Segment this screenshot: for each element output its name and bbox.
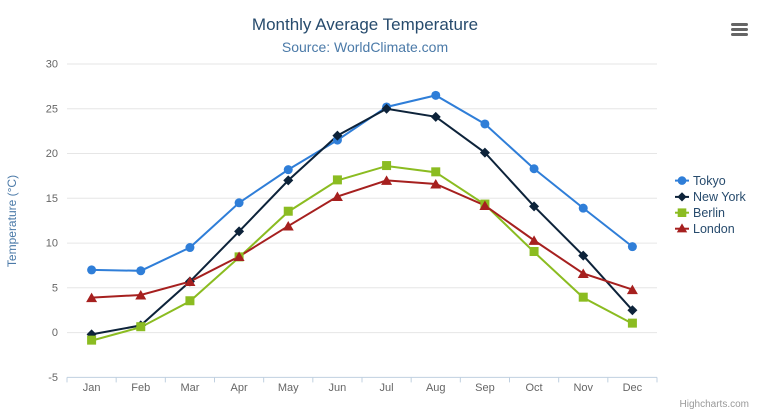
svg-text:30: 30 bbox=[46, 59, 58, 71]
svg-text:Jun: Jun bbox=[329, 382, 347, 394]
svg-text:Temperature (°C): Temperature (°C) bbox=[5, 175, 19, 267]
svg-text:Oct: Oct bbox=[526, 382, 543, 394]
svg-text:Mar: Mar bbox=[180, 382, 199, 394]
svg-text:Dec: Dec bbox=[623, 382, 643, 394]
svg-text:-5: -5 bbox=[48, 372, 58, 384]
svg-text:Nov: Nov bbox=[573, 382, 593, 394]
svg-text:May: May bbox=[278, 382, 299, 394]
svg-text:15: 15 bbox=[46, 193, 58, 205]
svg-text:Jul: Jul bbox=[380, 382, 394, 394]
svg-text:Feb: Feb bbox=[131, 382, 150, 394]
svg-text:Sep: Sep bbox=[475, 382, 495, 394]
svg-text:10: 10 bbox=[46, 238, 58, 250]
svg-text:25: 25 bbox=[46, 103, 58, 115]
svg-text:Aug: Aug bbox=[426, 382, 446, 394]
svg-text:London: London bbox=[693, 222, 735, 236]
svg-text:0: 0 bbox=[52, 327, 58, 339]
svg-text:5: 5 bbox=[52, 282, 58, 294]
svg-text:Berlin: Berlin bbox=[693, 206, 725, 220]
svg-text:New York: New York bbox=[693, 190, 747, 204]
svg-text:20: 20 bbox=[46, 148, 58, 160]
svg-text:Apr: Apr bbox=[231, 382, 248, 394]
svg-text:Jan: Jan bbox=[83, 382, 101, 394]
svg-text:Tokyo: Tokyo bbox=[693, 174, 726, 188]
